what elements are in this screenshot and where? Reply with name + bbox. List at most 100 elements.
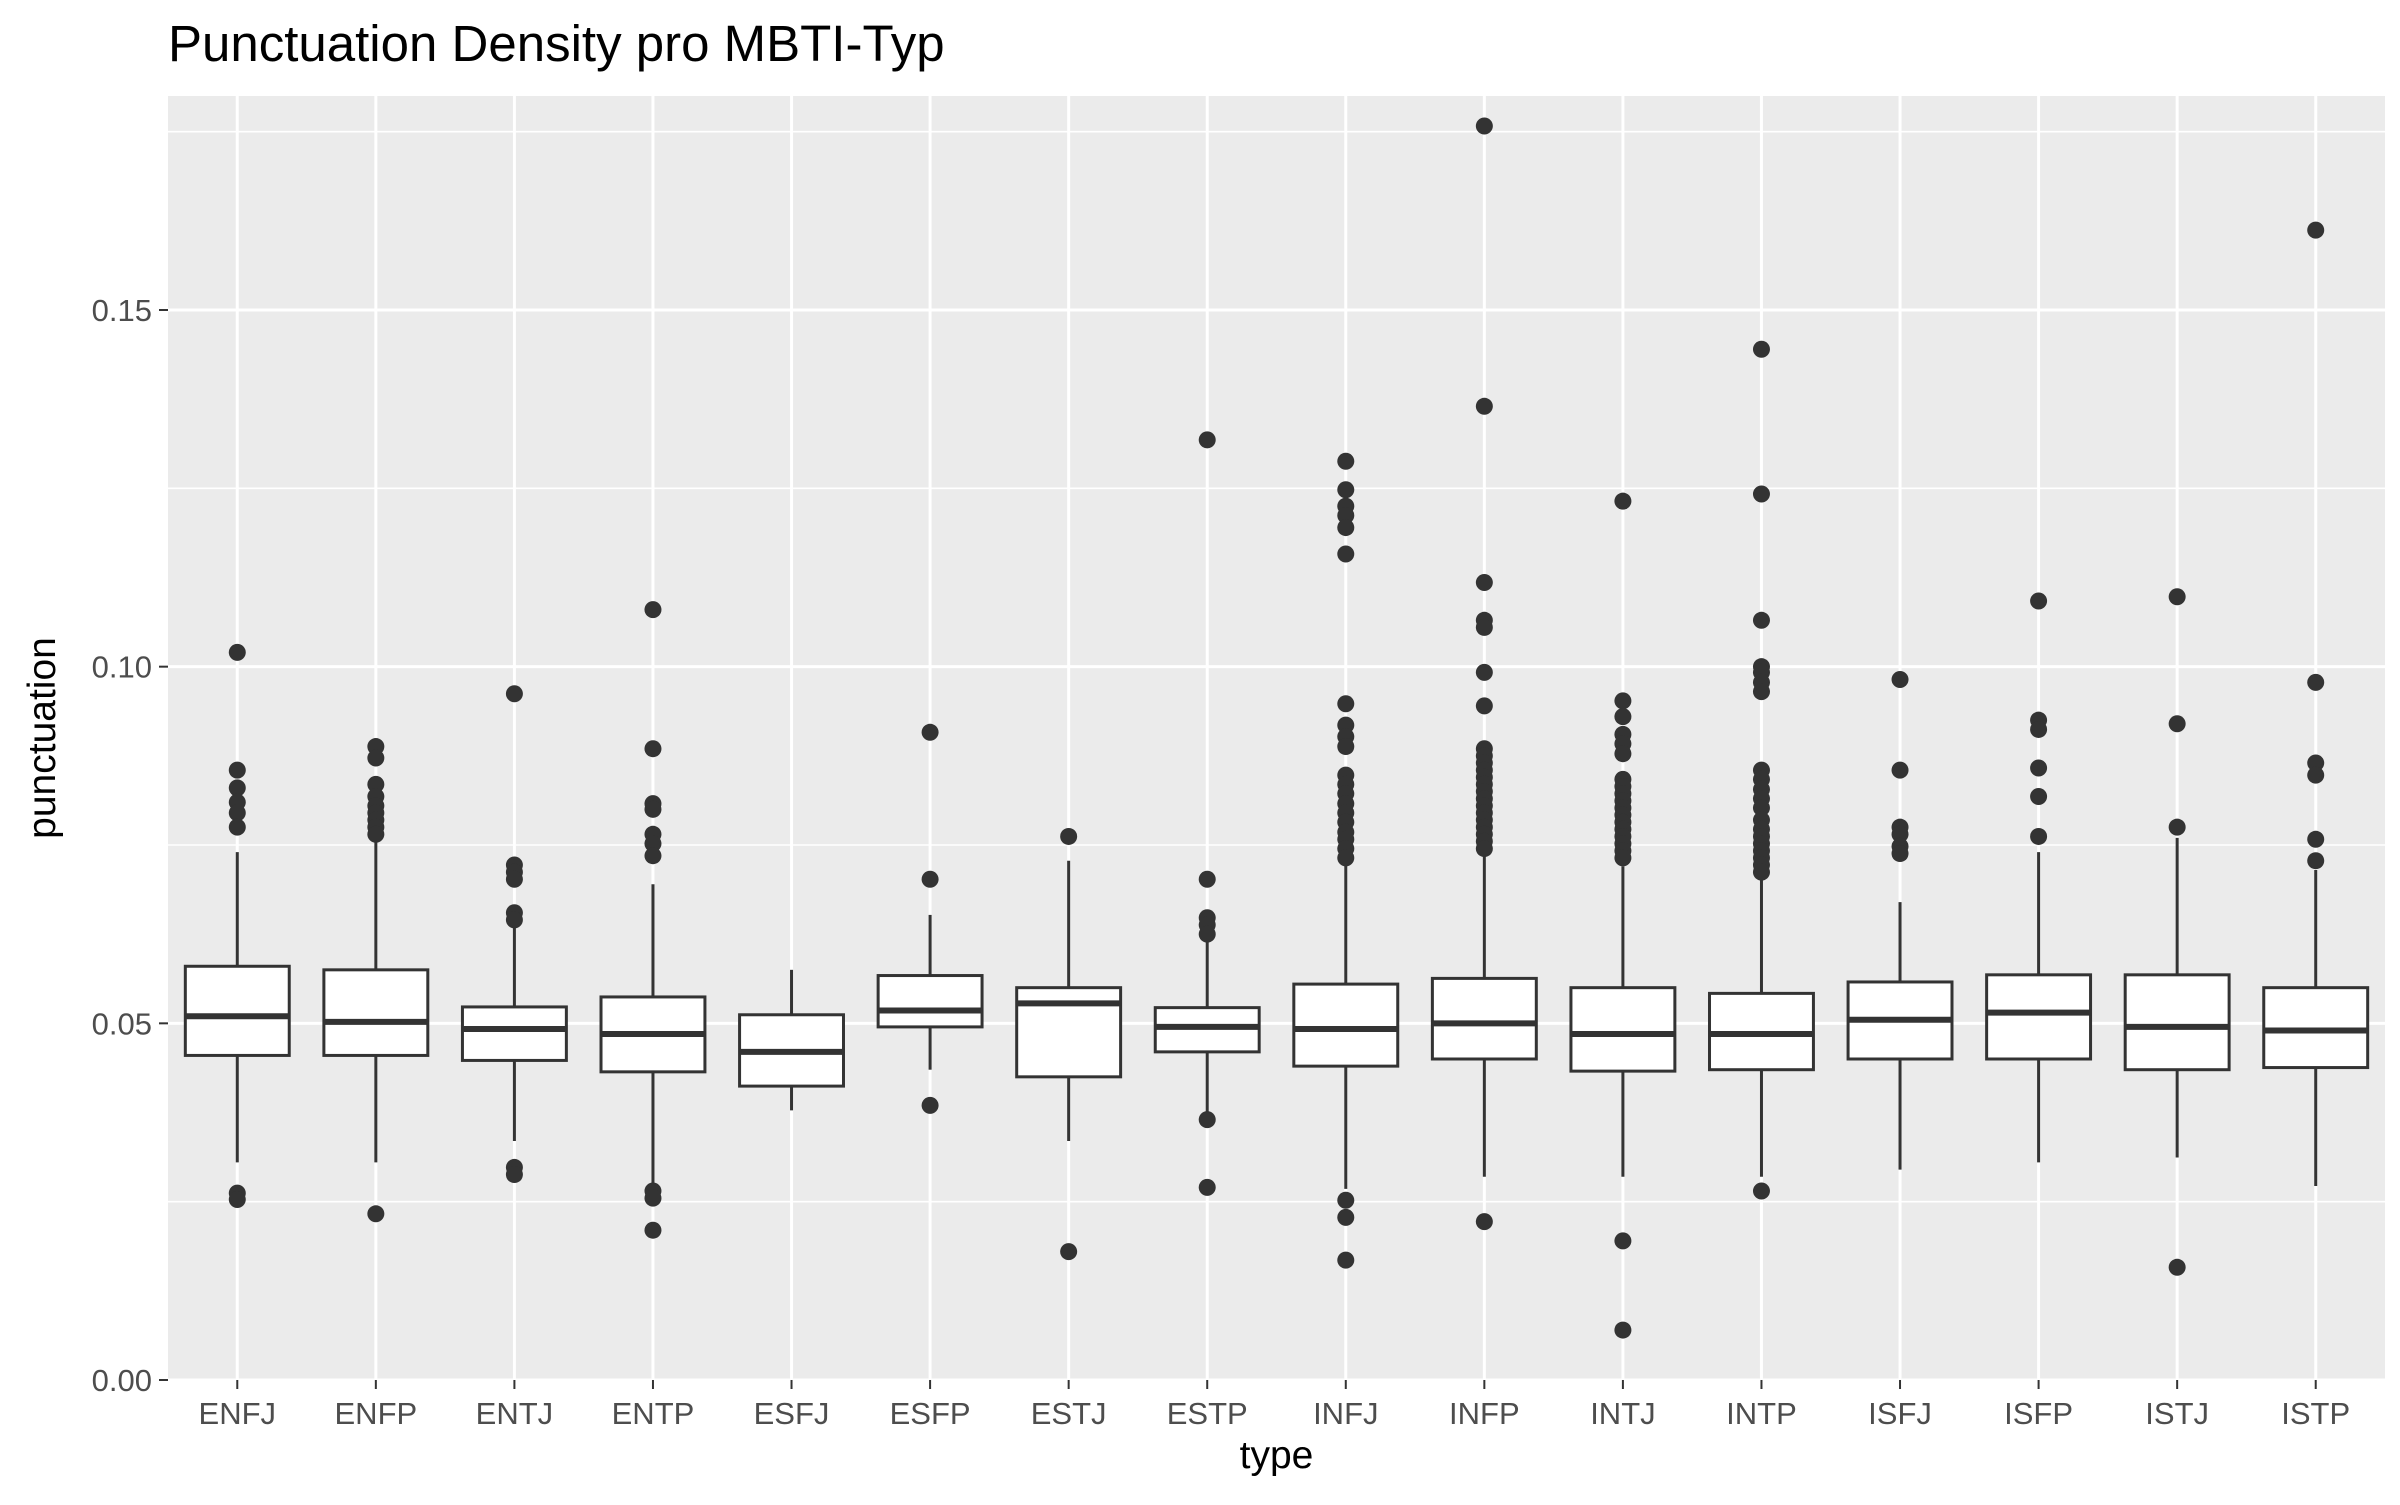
x-tick-label: ESTP bbox=[1167, 1396, 1248, 1431]
outlier-point bbox=[1614, 745, 1632, 763]
y-tick-label: 0.10 bbox=[92, 650, 152, 685]
outlier-point bbox=[1891, 761, 1909, 779]
outlier-point bbox=[1060, 827, 1078, 845]
outlier-point bbox=[1891, 845, 1909, 863]
x-tick-label: ENTP bbox=[612, 1396, 695, 1431]
outlier-point bbox=[367, 775, 385, 793]
outlier-point bbox=[228, 643, 246, 661]
outlier-point bbox=[1337, 452, 1355, 470]
outlier-point bbox=[1198, 925, 1216, 943]
outlier-point bbox=[644, 1221, 662, 1239]
outlier-point bbox=[2168, 1258, 2186, 1276]
outlier-point bbox=[367, 749, 385, 767]
outlier-point bbox=[228, 804, 246, 822]
x-tick-label: ENFJ bbox=[199, 1396, 277, 1431]
outlier-point bbox=[1337, 695, 1355, 713]
outlier-point bbox=[2168, 818, 2186, 836]
outlier-point bbox=[2168, 715, 2186, 733]
x-tick-label: ISTP bbox=[2281, 1396, 2350, 1431]
outlier-point bbox=[228, 779, 246, 797]
outlier-point bbox=[1614, 492, 1632, 510]
x-tick-label: ESTJ bbox=[1031, 1396, 1107, 1431]
outlier-point bbox=[1337, 506, 1355, 524]
outlier-point bbox=[644, 740, 662, 758]
x-tick-label: INFJ bbox=[1313, 1396, 1378, 1431]
outlier-point bbox=[1337, 545, 1355, 563]
outlier-point bbox=[1475, 117, 1493, 135]
box bbox=[1569, 986, 1677, 1073]
outlier-point bbox=[2307, 852, 2325, 870]
chart-title: Punctuation Density pro MBTI-Typ bbox=[168, 15, 945, 72]
outlier-point bbox=[1614, 692, 1632, 710]
outlier-point bbox=[1752, 485, 1770, 503]
outlier-point bbox=[1060, 1243, 1078, 1261]
outlier-point bbox=[228, 818, 246, 836]
x-tick-label: ISFJ bbox=[1868, 1396, 1932, 1431]
outlier-point bbox=[1475, 840, 1493, 858]
outlier-point bbox=[1475, 397, 1493, 415]
outlier-point bbox=[2307, 766, 2325, 784]
outlier-point bbox=[367, 825, 385, 843]
x-tick-label: ESFP bbox=[890, 1396, 971, 1431]
box bbox=[1430, 976, 1538, 1061]
y-tick-label: 0.15 bbox=[92, 293, 152, 328]
box bbox=[183, 964, 291, 1057]
outlier-point bbox=[228, 1191, 246, 1209]
outlier-point bbox=[367, 1205, 385, 1223]
outlier-point bbox=[2030, 787, 2048, 805]
outlier-point bbox=[1752, 799, 1770, 817]
outlier-point bbox=[1337, 519, 1355, 537]
outlier-point bbox=[1337, 1251, 1355, 1269]
x-tick-label: INTP bbox=[1726, 1396, 1797, 1431]
x-tick-label: INTJ bbox=[1590, 1396, 1655, 1431]
outlier-point bbox=[2168, 588, 2186, 606]
outlier-point bbox=[1475, 1213, 1493, 1231]
outlier-point bbox=[1198, 431, 1216, 449]
x-tick-label: INFP bbox=[1449, 1396, 1520, 1431]
outlier-point bbox=[1337, 1208, 1355, 1226]
outlier-point bbox=[1614, 1321, 1632, 1339]
outlier-point bbox=[2307, 754, 2325, 772]
outlier-point bbox=[505, 911, 523, 929]
x-tick-label: ISFP bbox=[2004, 1396, 2073, 1431]
outlier-point bbox=[1614, 849, 1632, 867]
outlier-point bbox=[1752, 340, 1770, 358]
box bbox=[1985, 973, 2093, 1061]
outlier-point bbox=[1614, 708, 1632, 726]
outlier-point bbox=[921, 723, 939, 741]
box bbox=[1292, 982, 1400, 1068]
outlier-point bbox=[1752, 1182, 1770, 1200]
outlier-point bbox=[505, 685, 523, 703]
outlier-point bbox=[2030, 720, 2048, 738]
box bbox=[2123, 973, 2231, 1072]
outlier-point bbox=[2307, 221, 2325, 239]
x-tick-label: ISTJ bbox=[2145, 1396, 2209, 1431]
y-tick-label: 0.00 bbox=[92, 1363, 152, 1398]
plot-panel bbox=[168, 96, 2385, 1380]
outlier-point bbox=[2030, 827, 2048, 845]
outlier-point bbox=[1891, 671, 1909, 689]
outlier-point bbox=[1752, 683, 1770, 701]
box bbox=[876, 974, 984, 1029]
outlier-point bbox=[1475, 697, 1493, 715]
outlier-point bbox=[228, 761, 246, 779]
outlier-point bbox=[1752, 863, 1770, 881]
outlier-point bbox=[644, 835, 662, 853]
outlier-point bbox=[1475, 663, 1493, 681]
outlier-point bbox=[1614, 1232, 1632, 1250]
outlier-point bbox=[1752, 611, 1770, 629]
outlier-point bbox=[2307, 673, 2325, 691]
x-axis-label: type bbox=[1240, 1434, 1314, 1477]
x-tick-label: ENTJ bbox=[476, 1396, 554, 1431]
outlier-point bbox=[1891, 825, 1909, 843]
outlier-point bbox=[1337, 1191, 1355, 1209]
outlier-point bbox=[644, 847, 662, 865]
outlier-point bbox=[505, 1166, 523, 1184]
outlier-point bbox=[1337, 849, 1355, 867]
x-tick-label: ESFJ bbox=[754, 1396, 830, 1431]
outlier-point bbox=[1198, 870, 1216, 888]
outlier-point bbox=[921, 1096, 939, 1114]
y-tick-label: 0.05 bbox=[92, 1006, 152, 1041]
